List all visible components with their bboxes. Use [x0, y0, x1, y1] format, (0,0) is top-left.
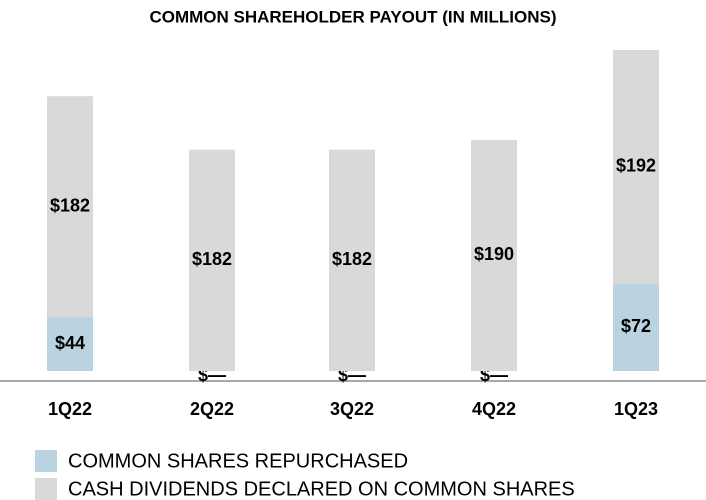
- legend-label: CASH DIVIDENDS DECLARED ON COMMON SHARES: [68, 478, 575, 500]
- legend-swatch: [35, 478, 57, 500]
- chart-title: COMMON SHAREHOLDER PAYOUT (IN MILLIONS): [149, 7, 556, 26]
- bar-segment: [47, 317, 93, 371]
- legend-swatch: [35, 450, 57, 472]
- legend-label: COMMON SHARES REPURCHASED: [68, 450, 408, 472]
- x-tick-label: 1Q22: [48, 399, 92, 419]
- bar-segment: [613, 283, 659, 371]
- x-tick-label: 3Q22: [330, 399, 374, 419]
- value-label: $72: [621, 316, 651, 336]
- bar-segment: [189, 149, 235, 371]
- value-label: $182: [332, 249, 372, 269]
- value-label: $190: [474, 244, 514, 264]
- bar-segment: [471, 139, 517, 371]
- x-tick-label: 2Q22: [190, 399, 234, 419]
- x-tick-label: 4Q22: [472, 399, 516, 419]
- bar-segment: [329, 149, 375, 371]
- bar-segment: [47, 96, 93, 318]
- x-tick-label: 1Q23: [614, 399, 658, 419]
- bar-segment: [613, 50, 659, 284]
- value-label: $192: [616, 155, 656, 175]
- value-label: $182: [50, 196, 90, 216]
- value-label: $182: [192, 249, 232, 269]
- value-label: $44: [55, 333, 85, 353]
